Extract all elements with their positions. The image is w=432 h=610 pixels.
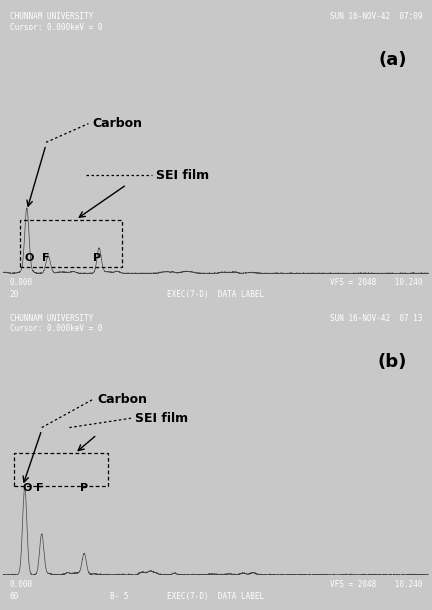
Text: F: F [42,253,50,263]
Text: SEI film: SEI film [135,412,188,425]
Text: P: P [93,253,101,263]
Text: CHUNNAM UNIVERSITY: CHUNNAM UNIVERSITY [10,12,93,21]
Text: Carbon: Carbon [93,117,143,130]
Text: 60: 60 [10,592,19,601]
Text: P: P [80,483,88,493]
Text: Cursor: 0.000keV = 0: Cursor: 0.000keV = 0 [10,23,102,32]
Text: (a): (a) [379,51,407,69]
Text: Carbon: Carbon [97,393,147,406]
Text: VFS = 2048    10.240: VFS = 2048 10.240 [330,278,422,287]
Text: 0.000: 0.000 [10,580,33,589]
Text: 20: 20 [10,290,19,299]
Text: SEI film: SEI film [156,169,210,182]
Text: EXEC(7-D)  DATA LABEL: EXEC(7-D) DATA LABEL [168,592,264,601]
Text: O: O [24,253,34,263]
Bar [14,453,108,486]
Text: SUN 16-NOV-42  07 13: SUN 16-NOV-42 07 13 [330,314,422,323]
Text: EXEC(7-D)  DATA LABEL: EXEC(7-D) DATA LABEL [168,290,264,299]
Text: Cursor: 0.000keV = 0: Cursor: 0.000keV = 0 [10,325,102,333]
Text: B- 5: B- 5 [110,592,128,601]
Bar [19,220,122,267]
Text: O: O [22,483,32,493]
Text: 0.000: 0.000 [10,278,33,287]
Text: (b): (b) [378,353,407,371]
Text: VFS = 2048    10.240: VFS = 2048 10.240 [330,580,422,589]
Text: CHUNNAM UNIVERSITY: CHUNNAM UNIVERSITY [10,314,93,323]
Text: SUN 16-NOV-42  07:09: SUN 16-NOV-42 07:09 [330,12,422,21]
Text: F: F [36,483,43,493]
